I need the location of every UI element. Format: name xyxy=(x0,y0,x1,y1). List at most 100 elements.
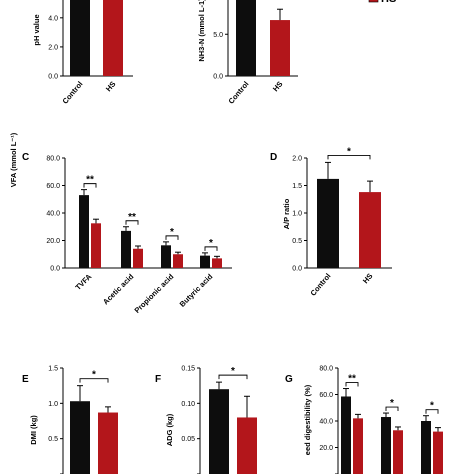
chart-panel-2: 0.0 5.0 NH3-N (mmol L-1) Control HS xyxy=(197,0,298,106)
sig-bracket xyxy=(79,378,109,383)
legend-swatch-hs xyxy=(368,0,379,3)
sig-marker: * xyxy=(430,401,434,412)
y-axis-label: DMI (kg) xyxy=(29,415,38,445)
y-tick-label: 20.0 xyxy=(319,445,333,452)
bar-hs-3 xyxy=(433,431,443,474)
y-tick-label: 80.0 xyxy=(46,156,60,163)
y-tick-label: 80.0 xyxy=(319,366,333,373)
bar-hs-3 xyxy=(173,254,183,268)
y-tick-label: 4.0 xyxy=(48,15,58,22)
sig-marker: ** xyxy=(86,175,94,186)
bar-control-3 xyxy=(161,245,171,268)
sig-marker: * xyxy=(347,146,351,157)
x-tick-label: Control xyxy=(308,272,332,298)
y-tick-label: 0.10 xyxy=(181,401,195,408)
bar-hs-2 xyxy=(393,430,403,474)
y-tick-label: 0.0 xyxy=(48,74,58,81)
bar-hs xyxy=(98,412,118,474)
chart-panel-6: F 0.05 0.10 0.15 ADG (kg) * xyxy=(155,366,257,474)
bar-hs xyxy=(237,417,257,474)
y-tick-label: 1.0 xyxy=(48,401,58,408)
y-tick-label: 0.5 xyxy=(292,238,302,245)
sig-marker: * xyxy=(231,366,235,377)
bar-hs-2 xyxy=(133,248,143,268)
x-tick-label: Control xyxy=(226,80,250,106)
bar-control xyxy=(70,401,90,474)
y-axis-label: ADG (kg) xyxy=(165,413,174,446)
sig-bracket xyxy=(327,154,371,160)
bar-hs-1 xyxy=(353,418,363,474)
sig-bracket xyxy=(385,406,399,412)
y-tick-label: 40.0 xyxy=(46,211,60,218)
sig-marker: * xyxy=(92,370,96,381)
y-tick-label: 0.5 xyxy=(48,436,58,443)
panel-letter-e: E xyxy=(22,374,29,385)
bar-control xyxy=(236,0,256,76)
y-tick-label: 40.0 xyxy=(319,419,333,426)
panel-letter-d: D xyxy=(270,152,277,163)
bar-hs xyxy=(359,192,381,268)
x-tick-label: TVFA xyxy=(73,272,93,292)
y-tick-label: 0.0 xyxy=(50,266,60,273)
chart-panel-4: D 0.0 0.5 1.0 1.5 2.0 A/P ratio Control HS * xyxy=(270,146,392,298)
sig-bracket xyxy=(204,246,218,251)
x-tick-label: Propionic acid xyxy=(133,272,176,315)
bar-hs xyxy=(270,20,290,76)
panel-letter-c: C xyxy=(22,152,29,163)
y-tick-label: 60.0 xyxy=(319,392,333,399)
y-axis-label: VFA (mmol L⁻¹) xyxy=(9,132,18,187)
sig-marker: * xyxy=(390,398,394,409)
legend-label-hs: HS xyxy=(381,0,396,5)
y-tick-label: 0.0 xyxy=(213,74,223,81)
x-tick-label: Butyric acid xyxy=(178,272,215,309)
sig-bracket xyxy=(165,235,179,240)
x-tick-label: Control xyxy=(60,80,84,106)
y-tick-label: 2.0 xyxy=(48,44,58,51)
bar-control-4 xyxy=(200,255,210,268)
x-tick-label: HS xyxy=(361,272,375,286)
sig-bracket xyxy=(125,220,139,225)
chart-panel-1: 0.0 2.0 4.0 pH value Control HS xyxy=(32,0,133,106)
bar-hs-4 xyxy=(212,258,222,268)
sig-marker: * xyxy=(170,227,174,238)
bar-control-1 xyxy=(341,396,351,474)
panel-letter-f: F xyxy=(155,374,161,385)
y-axis-label: eed digestibility (%) xyxy=(303,384,312,455)
y-axis-label: NH3-N (mmol L-1) xyxy=(197,0,206,62)
sig-marker: * xyxy=(209,238,213,249)
y-axis-label: pH value xyxy=(32,14,41,45)
sig-marker: ** xyxy=(128,212,136,223)
bar-control-1 xyxy=(79,195,89,268)
bar-control xyxy=(209,389,229,474)
bar-control xyxy=(317,178,339,268)
x-tick-label: HS xyxy=(104,80,118,94)
y-tick-label: 60.0 xyxy=(46,183,60,190)
y-tick-label: 0.15 xyxy=(181,366,195,373)
sig-bracket xyxy=(425,409,439,414)
panel-letter-g: G xyxy=(285,374,293,385)
y-tick-label: 0.05 xyxy=(181,436,195,443)
sig-bracket xyxy=(83,183,97,188)
x-tick-label: Acetic acid xyxy=(101,272,136,307)
y-tick-label: 1.5 xyxy=(48,366,58,373)
bar-control-2 xyxy=(121,230,131,268)
y-tick-label: 20.0 xyxy=(46,238,60,245)
bar-control-3 xyxy=(421,421,431,474)
chart-panel-5: E 0.5 1.0 1.5 DMI (kg) * xyxy=(22,366,118,474)
x-tick-label: HS xyxy=(271,80,285,94)
y-tick-label: 5.0 xyxy=(213,32,223,39)
y-axis-label: A/P ratio xyxy=(282,198,291,229)
bar-hs-1 xyxy=(91,223,101,268)
legend: HS xyxy=(368,0,396,5)
sig-bracket xyxy=(345,382,359,387)
y-tick-label: 1.0 xyxy=(292,211,302,218)
y-tick-label: 0.0 xyxy=(292,266,302,273)
y-tick-label: 2.0 xyxy=(292,156,302,163)
sig-bracket xyxy=(218,374,248,380)
y-tick-label: 1.5 xyxy=(292,183,302,190)
bar-hs xyxy=(103,0,123,77)
sig-marker: ** xyxy=(348,374,356,385)
